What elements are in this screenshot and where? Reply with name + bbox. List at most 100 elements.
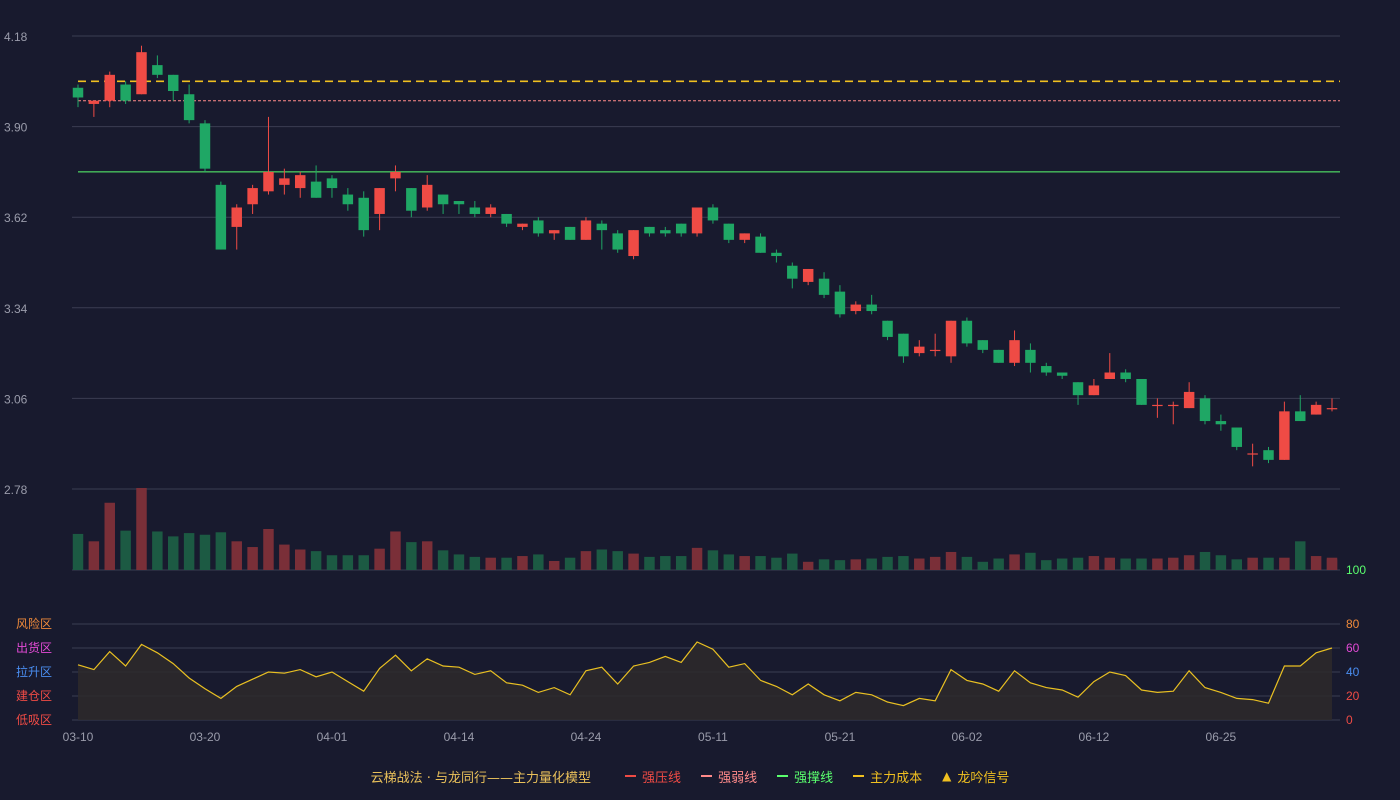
candle xyxy=(501,213,512,227)
legend-item-main-cost[interactable]: 主力成本 xyxy=(853,767,922,786)
legend-item-strength-line[interactable]: 强弱线 xyxy=(701,767,757,786)
volume-bar xyxy=(945,551,957,570)
candle xyxy=(866,294,877,315)
candle xyxy=(374,188,385,231)
candle-body xyxy=(961,320,973,344)
candle-body xyxy=(1136,378,1147,405)
volume-bar xyxy=(850,559,862,570)
candle-body xyxy=(120,84,131,101)
volume-bar xyxy=(485,557,496,570)
volume-bar xyxy=(755,556,766,570)
volume-bar xyxy=(1326,559,1338,570)
candle-body xyxy=(533,220,544,234)
volume-axis-label: 100 xyxy=(1346,563,1366,577)
zone-label: 风险区 xyxy=(16,616,52,631)
candle-body xyxy=(1295,411,1306,422)
legend-swatch-support xyxy=(777,775,789,777)
candle-body xyxy=(215,184,227,250)
indicator-tick-label: 60 xyxy=(1346,641,1360,655)
volume-bar xyxy=(358,555,369,570)
volume-bar xyxy=(453,554,465,570)
candle-body xyxy=(358,197,369,231)
indicator-tick-label: 20 xyxy=(1346,689,1360,703)
legend-item-dragon-signal[interactable]: ▲ 龙吟信号 xyxy=(942,767,1009,786)
candle-body xyxy=(834,291,846,315)
legend-label-strength: 强弱线 xyxy=(718,770,758,786)
volume-bar xyxy=(1152,558,1163,570)
volume-bar xyxy=(231,541,242,570)
candle-body xyxy=(898,333,909,357)
candle xyxy=(199,120,211,172)
zone-label: 出货区 xyxy=(16,640,52,655)
volume-bar xyxy=(437,550,449,570)
volume-bar xyxy=(247,547,258,570)
candle xyxy=(675,223,687,237)
candle-body xyxy=(977,340,989,350)
volume-bar xyxy=(882,556,893,570)
candle xyxy=(977,340,989,354)
candle-body xyxy=(1056,372,1068,376)
candle-body xyxy=(406,188,417,211)
zone-label: 低吸区 xyxy=(16,713,52,727)
candle-body xyxy=(755,236,766,253)
volume-bar xyxy=(517,556,528,570)
x-tick-label: 05-21 xyxy=(825,730,856,744)
candle-body xyxy=(1215,421,1227,425)
volume-bar xyxy=(660,556,671,570)
candle-body xyxy=(1152,404,1163,407)
legend-item-pressure-line[interactable]: 强压线 xyxy=(625,767,681,786)
candle-body xyxy=(707,207,719,221)
volume-bar xyxy=(88,541,100,570)
candle xyxy=(421,175,433,211)
candle-body xyxy=(802,268,814,282)
candle-body xyxy=(199,123,211,169)
candle-body xyxy=(469,207,481,214)
candle-body xyxy=(1025,349,1036,363)
x-tick-label: 04-24 xyxy=(571,730,602,744)
candle xyxy=(929,333,941,357)
volume-bar xyxy=(1279,557,1290,570)
x-tick-label: 06-25 xyxy=(1206,730,1237,744)
candle xyxy=(1279,401,1290,460)
candle-body xyxy=(72,87,84,98)
volume-bar xyxy=(675,556,687,570)
candle xyxy=(104,71,115,108)
candle xyxy=(993,349,1004,363)
indicator-tick-label: 0 xyxy=(1346,713,1353,727)
volume-bar xyxy=(787,553,798,570)
candle-body xyxy=(1231,427,1242,447)
candle-body xyxy=(437,194,449,205)
candle xyxy=(628,230,639,260)
candle-body xyxy=(310,181,322,198)
candle xyxy=(183,84,195,124)
candle xyxy=(1310,401,1322,415)
volume-bar xyxy=(1231,559,1242,570)
volume-bar xyxy=(104,502,115,570)
volume-bar xyxy=(1088,556,1100,570)
volume-bar xyxy=(1072,557,1084,570)
candle-body xyxy=(1263,450,1274,460)
candle xyxy=(1056,372,1068,379)
candle xyxy=(485,204,496,218)
candle xyxy=(453,201,465,214)
candle-body xyxy=(294,175,306,189)
candle-body xyxy=(1104,372,1116,379)
volume-bar xyxy=(929,556,941,570)
volume-bar xyxy=(199,534,211,570)
candle-body xyxy=(453,201,465,205)
candle xyxy=(1231,427,1242,451)
candle xyxy=(1104,353,1116,379)
zone-label: 拉升区 xyxy=(16,664,52,679)
volume-bar xyxy=(1120,558,1131,570)
candle-body xyxy=(548,230,560,234)
candle-body xyxy=(787,265,798,279)
candle xyxy=(580,217,592,240)
candle xyxy=(120,81,131,104)
volume-bar xyxy=(1025,552,1036,570)
candle-body xyxy=(596,223,608,231)
x-tick-label: 06-02 xyxy=(952,730,983,744)
volume-bar xyxy=(818,559,830,570)
legend-item-support-line[interactable]: 强撑线 xyxy=(777,767,833,786)
candle xyxy=(771,249,782,263)
volume-bar xyxy=(263,529,274,570)
